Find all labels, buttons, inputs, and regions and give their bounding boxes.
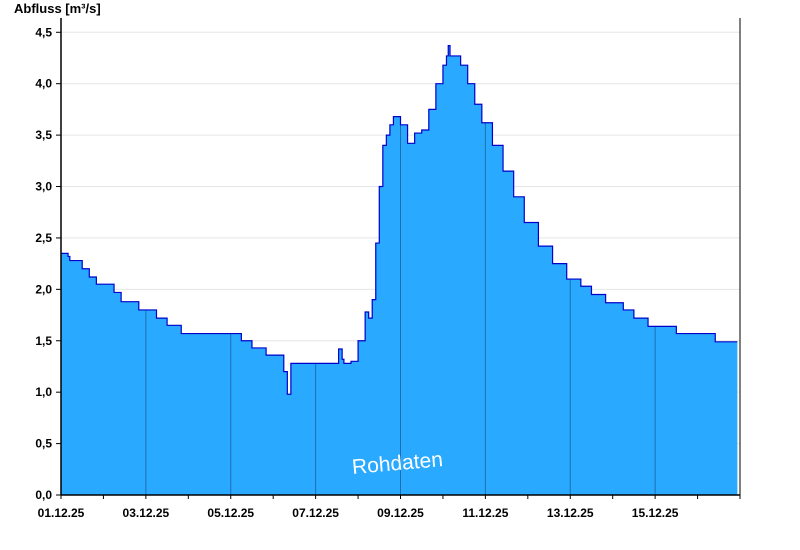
x-axis-ticks: 01.12.25 03.12.25 05.12.25 07.12.25 09.12.25… bbox=[38, 495, 741, 520]
y-tick-label: 3,5 bbox=[35, 128, 52, 142]
x-tick-label: 05.12.25 bbox=[207, 506, 254, 520]
day-marker-lines bbox=[145, 122, 656, 495]
x-tick-label: 15.12.25 bbox=[632, 506, 679, 520]
y-tick-label: 2,0 bbox=[35, 282, 52, 296]
y-tick-label: 1,0 bbox=[35, 385, 52, 399]
y-tick-label: 4,5 bbox=[35, 25, 52, 39]
y-tick-label: 4,0 bbox=[35, 77, 52, 91]
x-tick-label: 01.12.25 bbox=[38, 506, 85, 520]
x-tick-label: 03.12.25 bbox=[123, 506, 170, 520]
y-tick-label: 3,0 bbox=[35, 180, 52, 194]
y-tick-label: 2,5 bbox=[35, 231, 52, 245]
y-axis-ticks: 0,0 0,5 1,0 1,5 2,0 2,5 3,0 3,5 4,0 4,5 bbox=[35, 25, 61, 502]
x-tick-label: 09.12.25 bbox=[377, 506, 424, 520]
y-axis-label: Abfluss [m³/s] bbox=[14, 1, 101, 16]
series-line bbox=[61, 45, 738, 395]
x-tick-label: 13.12.25 bbox=[547, 506, 594, 520]
y-tick-label: 0,5 bbox=[35, 437, 52, 451]
x-tick-label: 11.12.25 bbox=[462, 506, 508, 520]
x-tick-label: 07.12.25 bbox=[292, 506, 339, 520]
y-tick-label: 1,5 bbox=[35, 334, 52, 348]
y-tick-label: 0,0 bbox=[35, 488, 52, 502]
series-area bbox=[61, 45, 738, 496]
